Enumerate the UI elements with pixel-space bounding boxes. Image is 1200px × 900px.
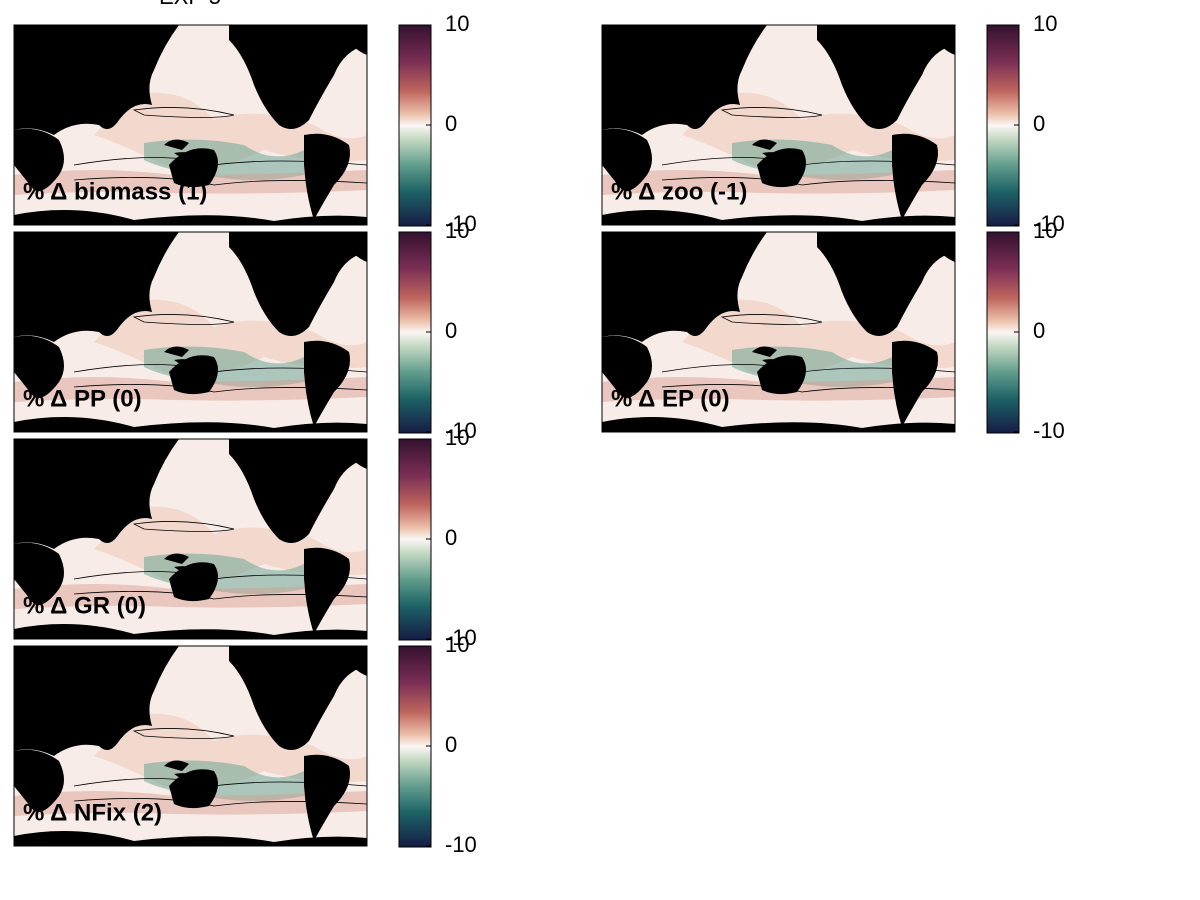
colorbar-tick-label: 0 [1033,111,1045,136]
map-frame [13,231,368,433]
colorbar-tick-label: -10 [445,832,477,857]
panel-label: % Δ biomass (1) [23,178,207,205]
colorbar-tick-label: -10 [445,211,477,236]
colorbar [986,231,1020,434]
colorbar-tick-label: 10 [445,218,469,243]
colorbar-tick-label: -10 [445,418,477,443]
panel-label: % Δ zoo (-1) [611,178,747,205]
colorbar [398,24,432,227]
colorbar-tick-label: 0 [445,732,457,757]
colorbar [398,231,432,434]
map-frame [13,24,368,226]
colorbar-tick-label: 0 [445,525,457,550]
colorbar-tick-label: 0 [1033,318,1045,343]
colorbar-tick-label: 10 [445,425,469,450]
colorbar-tick-label: 10 [1033,218,1057,243]
colorbar-tick-label: 0 [445,111,457,136]
colorbar-tick-label: 0 [445,318,457,343]
colorbar-tick-label: -10 [1033,211,1065,236]
map-frame [13,438,368,640]
figure-title: EXP 5 [159,0,221,9]
colorbar [398,438,432,641]
colorbar-tick-label: -10 [445,625,477,650]
map-frame [601,24,956,226]
map-frame [13,645,368,847]
panel-label: % Δ GR (0) [23,592,146,619]
panel-label: % Δ NFix (2) [23,799,162,826]
colorbar-tick-label: 10 [445,632,469,657]
panel-label: % Δ EP (0) [611,385,730,412]
colorbar-tick-label: 10 [445,11,469,36]
map-frame [601,231,956,433]
panel-label: % Δ PP (0) [23,385,142,412]
colorbar-tick-label: -10 [1033,418,1065,443]
colorbar-tick-label: 10 [1033,11,1057,36]
